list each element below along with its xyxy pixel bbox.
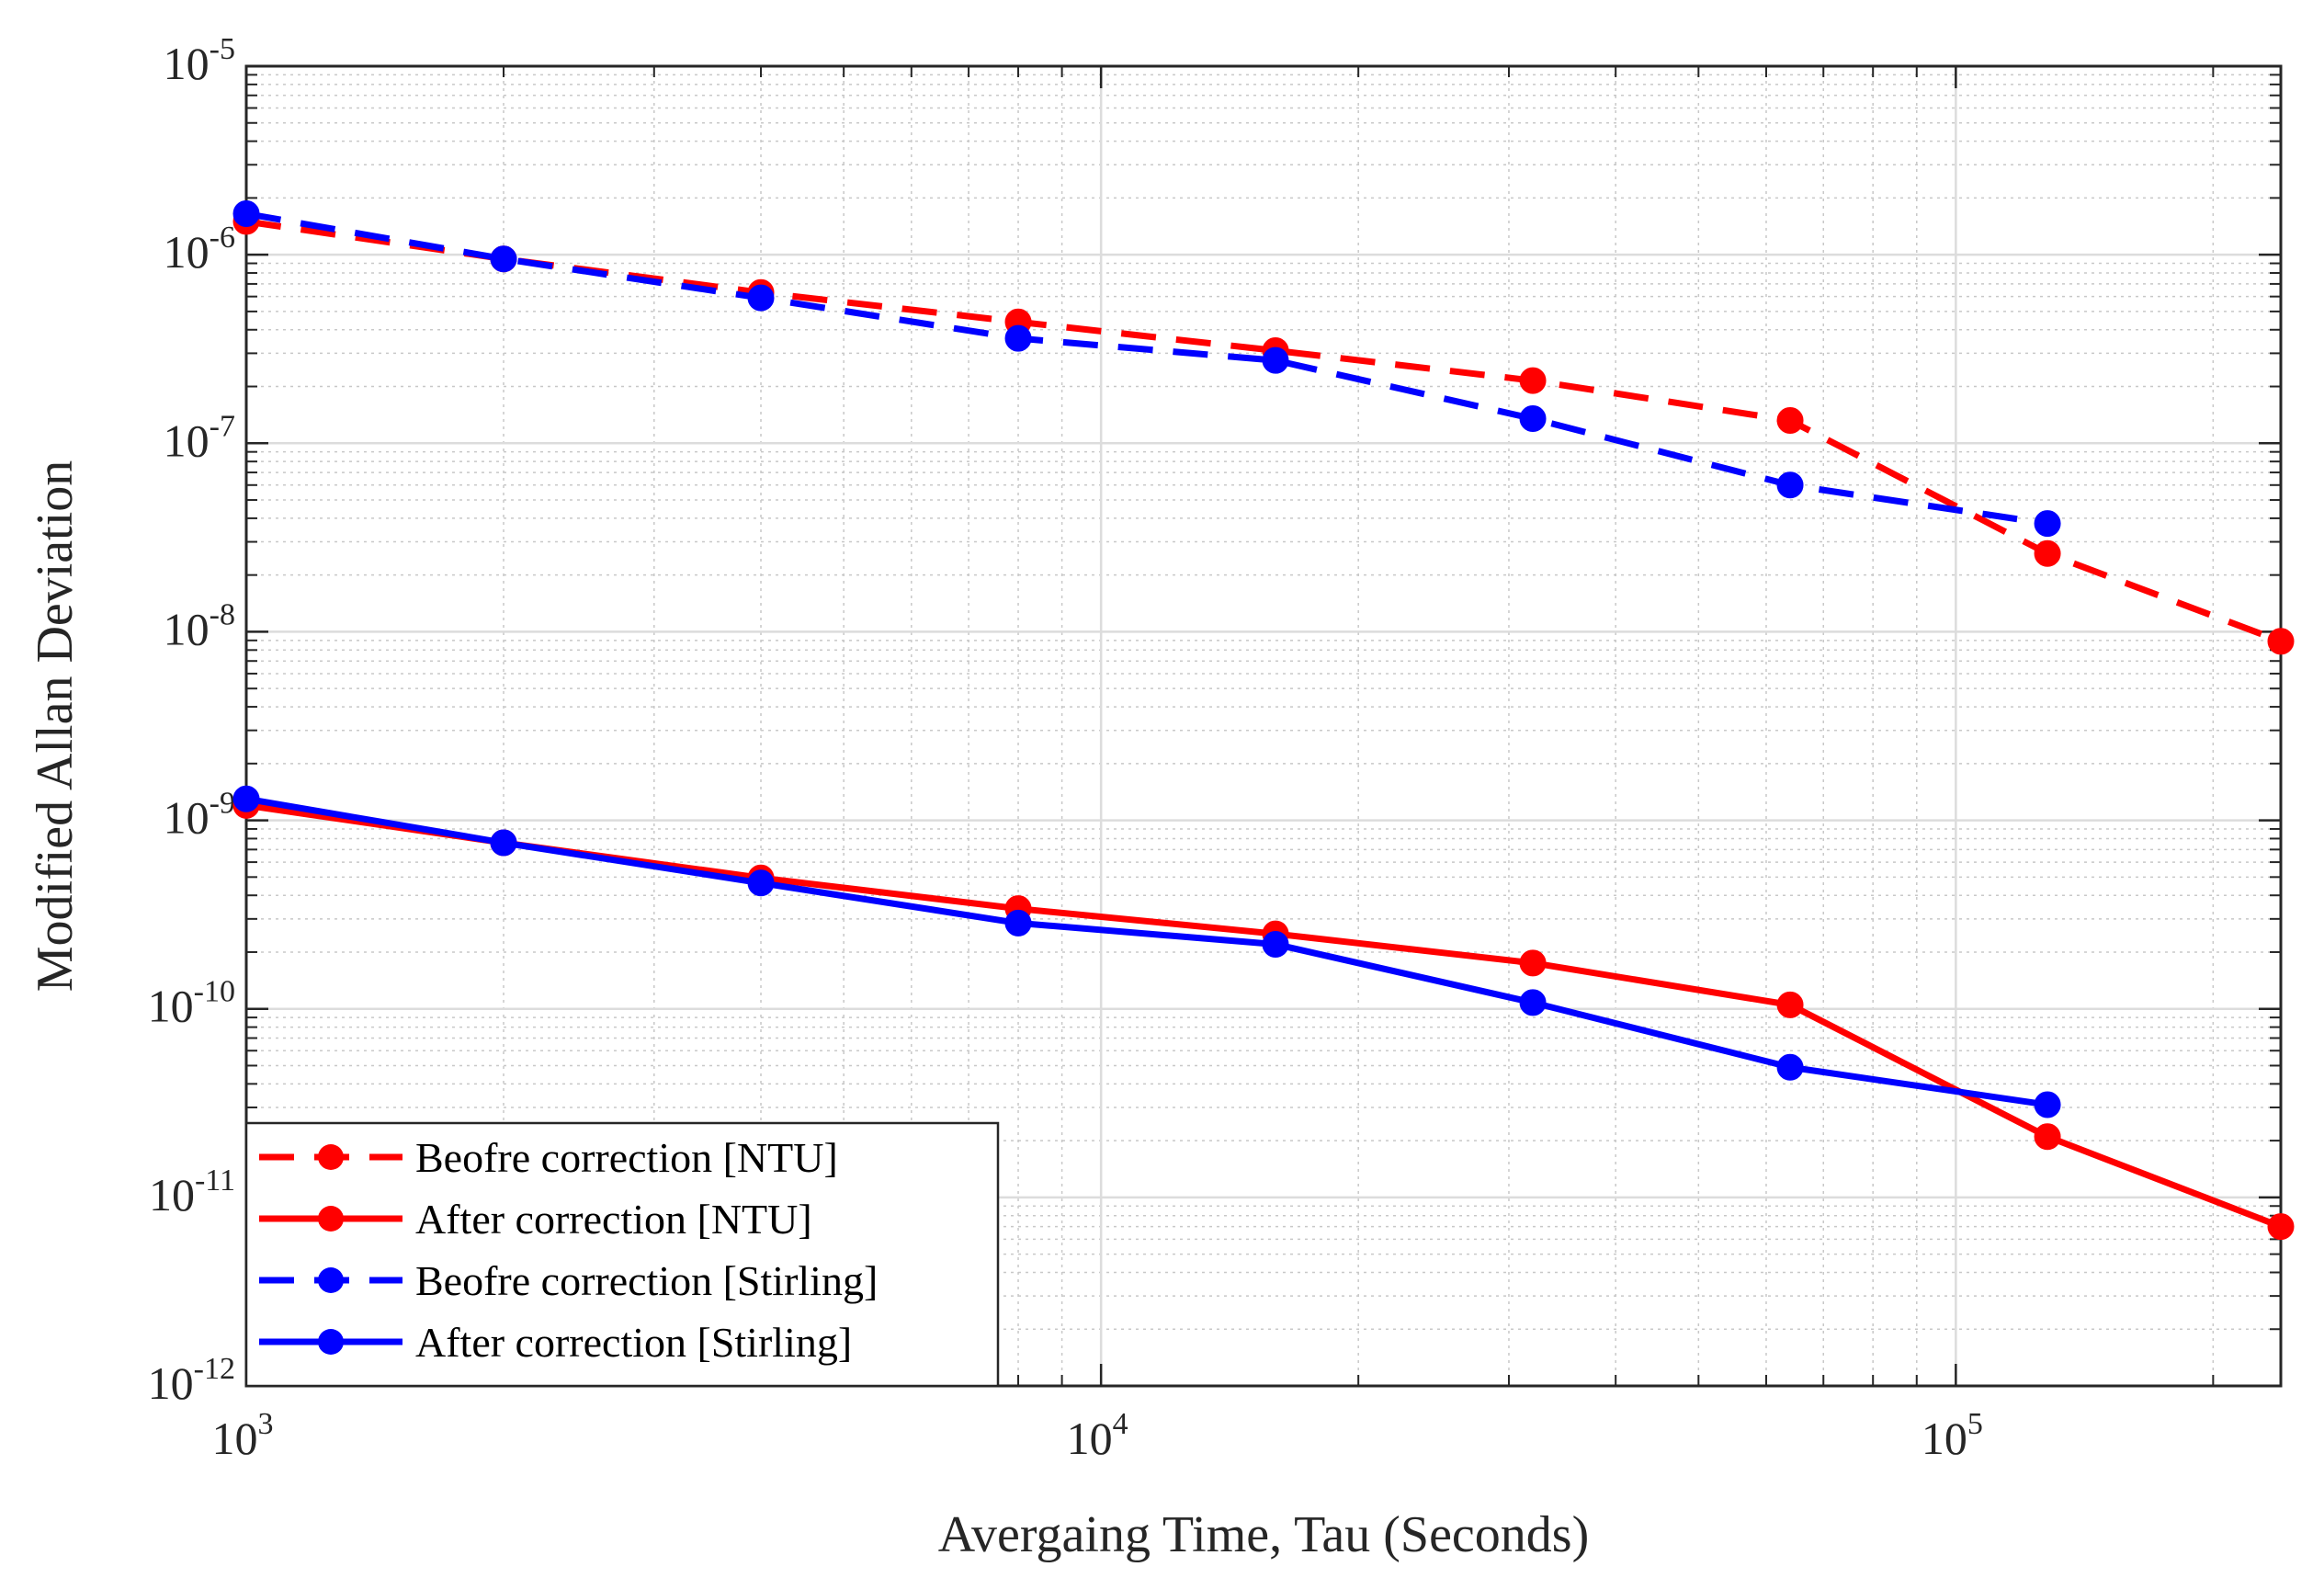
data-point xyxy=(490,829,517,857)
data-point xyxy=(1519,949,1547,977)
legend-marker xyxy=(318,1267,344,1293)
legend-entry: After correction [Stirling] xyxy=(259,1319,852,1366)
legend-label: After correction [NTU] xyxy=(415,1196,812,1243)
x-tick-base: 10 xyxy=(1067,1413,1113,1464)
x-tick-label: 105 xyxy=(1922,1407,1983,1464)
legend-entry: Beofre correction [NTU] xyxy=(259,1134,838,1181)
legend-label: Beofre correction [NTU] xyxy=(415,1134,838,1181)
data-point xyxy=(747,869,775,897)
series-3 xyxy=(232,785,2061,1118)
y-tick-exponent: -11 xyxy=(195,1164,235,1198)
legend-label: Beofre correction [Stirling] xyxy=(415,1257,878,1304)
legend-marker xyxy=(318,1206,344,1232)
y-tick-base: 10 xyxy=(148,1357,194,1409)
y-tick-label: 10-8 xyxy=(164,597,235,654)
y-tick-exponent: -6 xyxy=(210,221,235,255)
y-tick-label: 10-12 xyxy=(148,1352,235,1409)
axes: 103 104 10510-1210-1110-1010-910-810-710-6… xyxy=(148,32,2283,1464)
y-tick-base: 10 xyxy=(164,792,210,844)
series-2 xyxy=(232,200,2061,538)
y-tick-base: 10 xyxy=(149,1169,195,1220)
data-point xyxy=(1776,407,1804,435)
x-tick-label: 104 xyxy=(1067,1407,1128,1464)
y-tick-base: 10 xyxy=(164,226,210,278)
y-tick-label: 10-11 xyxy=(149,1164,235,1220)
x-axis-title: Avergaing Time, Tau (Seconds) xyxy=(938,1506,1589,1563)
y-tick-label: 10-7 xyxy=(164,409,235,466)
x-tick-exponent: 5 xyxy=(1967,1407,1983,1441)
y-axis-title: Modified Allan Deviation xyxy=(27,460,84,993)
y-tick-label: 10-10 xyxy=(148,975,235,1032)
data-point xyxy=(1519,989,1547,1016)
series-line xyxy=(245,795,2048,1108)
data-point xyxy=(2034,1123,2061,1151)
data-point xyxy=(490,245,517,273)
data-point xyxy=(1776,991,1804,1018)
y-tick-exponent: -8 xyxy=(210,597,235,631)
y-tick-exponent: -7 xyxy=(210,409,235,443)
legend: Beofre correction [NTU] After correction … xyxy=(244,1121,1000,1388)
data-point xyxy=(2267,1213,2295,1241)
y-tick-exponent: -10 xyxy=(194,975,235,1009)
data-point xyxy=(232,200,260,228)
data-point xyxy=(1519,405,1547,433)
x-tick-base: 10 xyxy=(212,1413,258,1464)
data-point xyxy=(1262,346,1289,374)
x-tick-exponent: 3 xyxy=(258,1407,274,1441)
y-tick-exponent: -12 xyxy=(194,1352,235,1386)
data-point xyxy=(2034,1091,2061,1118)
data-point xyxy=(747,284,775,312)
data-point xyxy=(1262,930,1289,958)
series xyxy=(232,200,2295,1241)
legend-label: After correction [Stirling] xyxy=(415,1319,852,1366)
data-point xyxy=(232,785,260,812)
y-tick-label: 10-9 xyxy=(164,787,235,844)
legend-marker xyxy=(318,1329,344,1355)
y-tick-base: 10 xyxy=(164,38,210,89)
legend-entry: After correction [NTU] xyxy=(259,1196,812,1243)
data-point xyxy=(1519,367,1547,394)
x-tick-base: 10 xyxy=(1922,1413,1967,1464)
y-tick-exponent: -5 xyxy=(210,32,235,66)
legend-marker xyxy=(318,1144,344,1170)
data-point xyxy=(2034,539,2061,567)
y-tick-exponent: -9 xyxy=(210,787,235,821)
series-line xyxy=(245,210,2048,528)
axes-frame xyxy=(244,64,2283,1388)
y-tick-base: 10 xyxy=(164,603,210,654)
y-tick-label: 10-6 xyxy=(164,221,235,278)
y-tick-base: 10 xyxy=(148,981,194,1032)
data-point xyxy=(1776,1053,1804,1081)
data-point xyxy=(1004,324,1032,352)
x-tick-exponent: 4 xyxy=(1113,1407,1128,1441)
data-point xyxy=(2034,510,2061,538)
y-tick-base: 10 xyxy=(164,414,210,466)
legend-entry: Beofre correction [Stirling] xyxy=(259,1257,878,1304)
x-tick-label: 103 xyxy=(212,1407,274,1464)
y-tick-label: 10-5 xyxy=(164,32,235,89)
data-point xyxy=(2267,628,2295,655)
data-point xyxy=(1004,909,1032,937)
data-point xyxy=(1776,471,1804,499)
